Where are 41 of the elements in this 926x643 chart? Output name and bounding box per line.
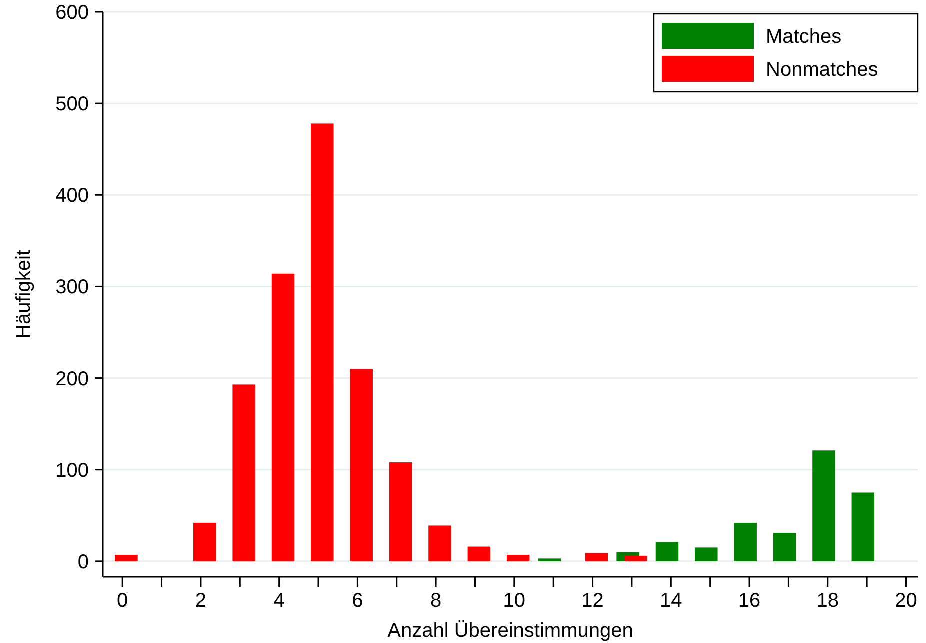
bar [428, 526, 452, 562]
bar [311, 124, 334, 562]
x-tick-label: 4 [274, 590, 285, 612]
bar [538, 558, 562, 562]
y-tick-label: 300 [56, 276, 89, 299]
y-tick-label: 0 [78, 551, 89, 574]
bar [585, 553, 608, 562]
bar [656, 542, 679, 562]
x-axis-title: Anzahl Übereinstimmungen [388, 620, 634, 642]
legend-label: Nonmatches [766, 59, 878, 81]
x-tick-label: 14 [660, 590, 682, 612]
x-tick-label: 10 [503, 590, 526, 612]
x-tick-label: 20 [895, 590, 918, 612]
x-tick-label: 12 [582, 590, 604, 612]
y-tick-label: 400 [56, 185, 89, 208]
bar [812, 450, 836, 562]
bar [389, 462, 412, 562]
bar [852, 492, 875, 562]
bar [773, 533, 796, 562]
y-tick-label: 600 [56, 2, 89, 24]
bar [232, 384, 256, 562]
x-tick-label: 2 [195, 590, 207, 612]
bar [506, 555, 530, 562]
bar [734, 522, 757, 562]
bar [624, 556, 648, 562]
legend-label: Matches [766, 26, 842, 48]
bar [468, 546, 491, 562]
x-tick-label: 0 [117, 590, 128, 612]
bar [194, 522, 216, 562]
y-tick-label: 100 [56, 460, 89, 482]
y-tick-label: 200 [56, 368, 89, 390]
x-tick-label: 18 [816, 590, 840, 612]
x-tick-label: 6 [352, 590, 364, 612]
bar [695, 548, 718, 562]
y-tick-label: 500 [56, 94, 89, 116]
bar [350, 369, 373, 562]
bar [115, 555, 138, 562]
y-axis-title: Häufigkeit [13, 250, 35, 339]
x-tick-label: 16 [738, 590, 761, 612]
bar [272, 274, 295, 562]
x-tick-label: 8 [430, 590, 442, 612]
